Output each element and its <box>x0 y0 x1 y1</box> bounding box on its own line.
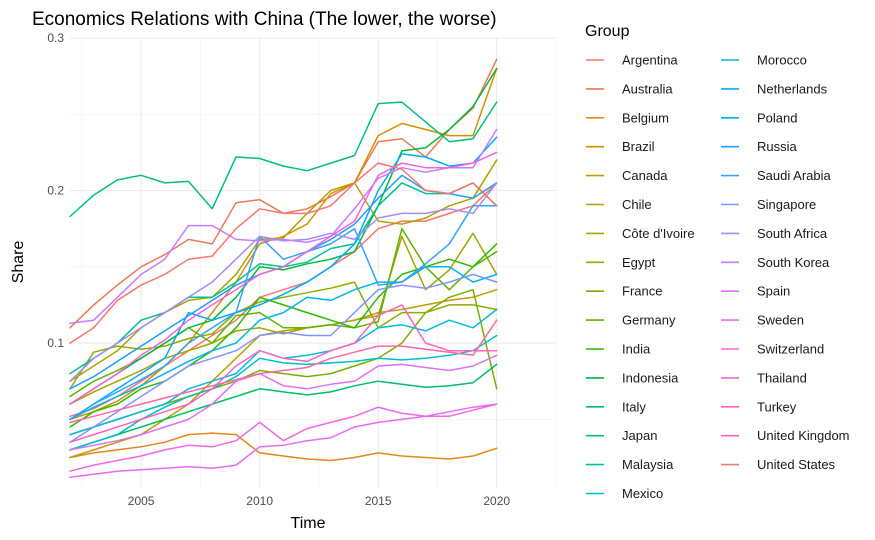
legend-label: Canada <box>622 168 668 183</box>
chart-title: Economics Relations with China (The lowe… <box>32 9 497 30</box>
series-line-argentina <box>69 182 498 418</box>
legend-item-c-te-d-ivoire: Côte d'Ivoire <box>586 226 695 241</box>
series-line-switzerland <box>69 403 498 472</box>
legend-label: Italy <box>622 399 646 414</box>
series-line-indonesia <box>69 67 498 405</box>
legend-item-italy: Italy <box>586 399 646 414</box>
legend-item-thailand: Thailand <box>721 370 807 385</box>
legend-label: Singapore <box>757 197 816 212</box>
y-tick-label: 0.2 <box>47 184 64 198</box>
legend-label: India <box>622 342 651 357</box>
legend-label: Switzerland <box>757 342 824 357</box>
series-lines <box>69 58 498 479</box>
series-line-united-states <box>69 162 498 344</box>
x-tick-label: 2015 <box>365 494 392 508</box>
legend-item-india: India <box>586 342 651 357</box>
series-line-japan <box>69 101 498 218</box>
legend-item-united-states: United States <box>721 457 836 472</box>
legend-label: Mexico <box>622 486 663 501</box>
legend-item-mexico: Mexico <box>586 486 663 501</box>
legend-item-malaysia: Malaysia <box>586 457 674 472</box>
legend-item-poland: Poland <box>721 110 797 125</box>
legend-label: Morocco <box>757 53 807 68</box>
legend-item-south-korea: South Korea <box>721 255 830 270</box>
y-axis-title: Share <box>10 241 27 284</box>
legend-item-germany: Germany <box>586 313 676 328</box>
series-line-singapore <box>69 273 498 443</box>
legend-label: South Korea <box>757 255 830 270</box>
legend-label: Chile <box>622 197 652 212</box>
legend-label: Brazil <box>622 139 655 154</box>
legend-item-saudi-arabia: Saudi Arabia <box>721 168 831 183</box>
series-line-poland <box>69 136 498 421</box>
x-tick-label: 2010 <box>246 494 273 508</box>
legend-item-morocco: Morocco <box>721 53 807 68</box>
y-tick-label: 0.3 <box>47 31 64 45</box>
legend-label: Indonesia <box>622 370 679 385</box>
series-line-c-te-d-ivoire <box>69 232 498 405</box>
legend-label: France <box>622 284 662 299</box>
legend-label: Argentina <box>622 53 678 68</box>
legend-label: South Africa <box>757 226 828 241</box>
legend-label: Spain <box>757 284 790 299</box>
legend-item-turkey: Turkey <box>721 399 797 414</box>
legend-item-united-kingdom: United Kingdom <box>721 428 850 443</box>
series-line-united-kingdom <box>69 319 498 424</box>
legend-item-egypt: Egypt <box>586 255 656 270</box>
series-line-thailand <box>69 151 498 405</box>
legend-label: Saudi Arabia <box>757 168 831 183</box>
legend: Argentina Australia Belgium Brazil Canada Chi… <box>586 53 850 501</box>
y-tick-label: 0.1 <box>47 336 64 350</box>
legend-label: United Kingdom <box>757 428 850 443</box>
legend-item-australia: Australia <box>586 81 673 96</box>
legend-label: Netherlands <box>757 81 828 96</box>
legend-item-indonesia: Indonesia <box>586 370 679 385</box>
grid <box>70 37 557 488</box>
legend-item-belgium: Belgium <box>586 110 669 125</box>
legend-item-switzerland: Switzerland <box>721 342 824 357</box>
series-line-turkey <box>69 304 498 443</box>
legend-item-canada: Canada <box>586 168 668 183</box>
legend-item-brazil: Brazil <box>586 139 655 154</box>
axes: 2005 2010 2015 2020 0.1 0.2 0.3 <box>47 31 510 508</box>
legend-label: Côte d'Ivoire <box>622 226 695 241</box>
legend-label: Japan <box>622 428 657 443</box>
legend-label: United States <box>757 457 836 472</box>
legend-item-spain: Spain <box>721 284 790 299</box>
legend-item-argentina: Argentina <box>586 53 678 68</box>
series-line-brazil <box>69 67 498 421</box>
legend-label: Thailand <box>757 370 807 385</box>
series-line-belgium <box>69 432 498 462</box>
legend-label: Russia <box>757 139 798 154</box>
legend-item-south-africa: South Africa <box>721 226 828 241</box>
x-axis-title: Time <box>291 515 326 532</box>
legend-item-france: France <box>586 284 662 299</box>
series-line-italy <box>69 363 498 451</box>
series-line-spain <box>69 354 498 451</box>
series-line-netherlands <box>69 266 498 421</box>
legend-label: Egypt <box>622 255 656 270</box>
series-line-south-africa <box>69 182 498 382</box>
series-line-south-korea <box>69 128 498 325</box>
legend-label: Malaysia <box>622 457 674 472</box>
legend-label: Germany <box>622 313 676 328</box>
x-tick-label: 2020 <box>483 494 510 508</box>
legend-item-russia: Russia <box>721 139 798 154</box>
legend-item-sweden: Sweden <box>721 313 804 328</box>
legend-item-netherlands: Netherlands <box>721 81 828 96</box>
legend-label: Poland <box>757 110 797 125</box>
legend-item-japan: Japan <box>586 428 657 443</box>
legend-item-chile: Chile <box>586 197 652 212</box>
legend-title: Group <box>585 23 630 40</box>
legend-label: Belgium <box>622 110 669 125</box>
legend-label: Sweden <box>757 313 804 328</box>
x-tick-label: 2005 <box>128 494 155 508</box>
legend-label: Australia <box>622 81 673 96</box>
legend-label: Turkey <box>757 399 797 414</box>
legend-item-singapore: Singapore <box>721 197 816 212</box>
series-line-saudi-arabia <box>69 205 498 421</box>
